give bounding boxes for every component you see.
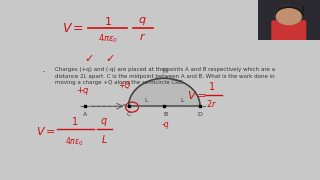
Text: $V=$: $V=$ (36, 125, 56, 137)
Text: =: = (122, 103, 126, 108)
Text: +q: +q (76, 86, 89, 95)
Text: distance 2L apart. C is the midpoint between A and B. What is the work done in: distance 2L apart. C is the midpoint bet… (55, 74, 275, 79)
Circle shape (276, 9, 301, 24)
Text: moving a charge +Q along the semicircle CRD.: moving a charge +Q along the semicircle … (55, 80, 185, 85)
Text: L: L (180, 98, 184, 103)
Text: ·: · (42, 68, 45, 78)
Text: D: D (197, 112, 203, 118)
Text: $L$: $L$ (101, 133, 108, 145)
Text: B: B (163, 112, 168, 118)
Text: $q$: $q$ (138, 15, 147, 27)
Text: $1$: $1$ (71, 115, 78, 127)
Text: $4\pi\varepsilon_0$: $4\pi\varepsilon_0$ (65, 135, 84, 148)
Text: A: A (83, 112, 87, 118)
Text: Charges (+q) and (-q) are placed at the points A and B respectively which are a: Charges (+q) and (-q) are placed at the … (55, 68, 275, 73)
FancyBboxPatch shape (272, 21, 306, 40)
Text: $V=$: $V=$ (187, 89, 206, 101)
Text: $r$: $r$ (139, 31, 146, 42)
Text: +Q: +Q (118, 81, 130, 90)
Polygon shape (129, 78, 200, 106)
Text: $1$: $1$ (104, 15, 112, 27)
Text: $1$: $1$ (208, 80, 215, 92)
Text: R: R (162, 68, 167, 74)
Text: ✓: ✓ (106, 54, 115, 64)
Text: ✓: ✓ (85, 54, 94, 64)
Text: C: C (126, 112, 131, 118)
Circle shape (275, 6, 302, 24)
Circle shape (275, 6, 302, 24)
Text: $q$: $q$ (100, 116, 108, 127)
Text: -q: -q (162, 120, 169, 129)
Text: L: L (145, 98, 148, 103)
Text: $V=$: $V=$ (62, 22, 84, 35)
Text: $4\pi\varepsilon_0$: $4\pi\varepsilon_0$ (98, 32, 118, 45)
Text: $2r$: $2r$ (206, 98, 217, 109)
